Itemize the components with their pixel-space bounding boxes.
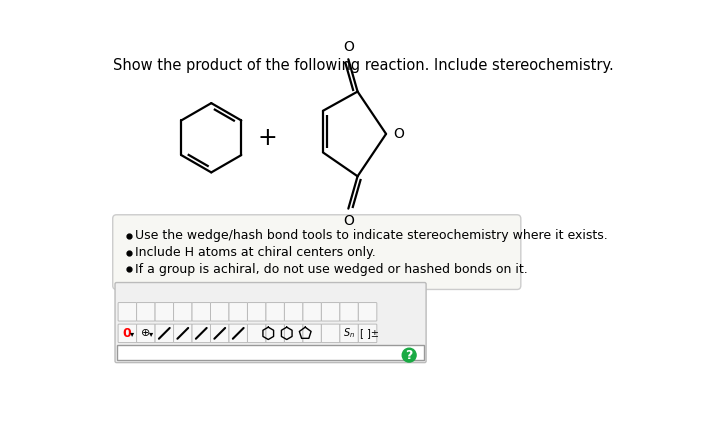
- FancyBboxPatch shape: [303, 302, 322, 321]
- Text: ⊕: ⊕: [141, 328, 151, 338]
- FancyBboxPatch shape: [229, 324, 247, 343]
- FancyBboxPatch shape: [118, 324, 136, 343]
- FancyBboxPatch shape: [136, 324, 155, 343]
- FancyBboxPatch shape: [174, 302, 192, 321]
- FancyBboxPatch shape: [340, 324, 358, 343]
- Text: Include H atoms at chiral centers only.: Include H atoms at chiral centers only.: [135, 246, 376, 259]
- FancyBboxPatch shape: [112, 215, 521, 289]
- Text: [ ]±: [ ]±: [360, 328, 379, 338]
- FancyBboxPatch shape: [155, 324, 174, 343]
- FancyBboxPatch shape: [211, 302, 229, 321]
- FancyBboxPatch shape: [229, 302, 247, 321]
- FancyBboxPatch shape: [284, 302, 303, 321]
- FancyBboxPatch shape: [358, 302, 377, 321]
- Text: Show the product of the following reaction. Include stereochemistry.: Show the product of the following reacti…: [113, 58, 614, 74]
- Circle shape: [402, 348, 416, 362]
- FancyBboxPatch shape: [192, 302, 211, 321]
- Text: O: O: [343, 40, 354, 54]
- FancyBboxPatch shape: [284, 324, 303, 343]
- FancyBboxPatch shape: [303, 324, 322, 343]
- Text: If a group is achiral, do not use wedged or hashed bonds on it.: If a group is achiral, do not use wedged…: [135, 263, 528, 276]
- FancyBboxPatch shape: [266, 302, 284, 321]
- Text: +: +: [257, 126, 278, 150]
- Text: O: O: [343, 214, 354, 228]
- FancyBboxPatch shape: [155, 302, 174, 321]
- FancyBboxPatch shape: [247, 324, 266, 343]
- FancyBboxPatch shape: [322, 324, 340, 343]
- FancyBboxPatch shape: [174, 324, 192, 343]
- Text: Use the wedge/hash bond tools to indicate stereochemistry where it exists.: Use the wedge/hash bond tools to indicat…: [135, 229, 608, 242]
- Text: ?: ?: [405, 349, 413, 362]
- Text: O: O: [393, 127, 404, 141]
- FancyBboxPatch shape: [247, 302, 266, 321]
- FancyBboxPatch shape: [211, 324, 229, 343]
- Text: 0: 0: [122, 327, 131, 340]
- FancyBboxPatch shape: [136, 302, 155, 321]
- Text: ▾: ▾: [130, 329, 134, 338]
- Text: $S_n$: $S_n$: [343, 327, 355, 340]
- Bar: [118, 345, 424, 360]
- FancyBboxPatch shape: [358, 324, 377, 343]
- FancyBboxPatch shape: [118, 302, 136, 321]
- FancyBboxPatch shape: [266, 324, 284, 343]
- FancyBboxPatch shape: [192, 324, 211, 343]
- FancyBboxPatch shape: [340, 302, 358, 321]
- Text: ▾: ▾: [149, 329, 153, 338]
- FancyBboxPatch shape: [115, 283, 426, 363]
- FancyBboxPatch shape: [322, 302, 340, 321]
